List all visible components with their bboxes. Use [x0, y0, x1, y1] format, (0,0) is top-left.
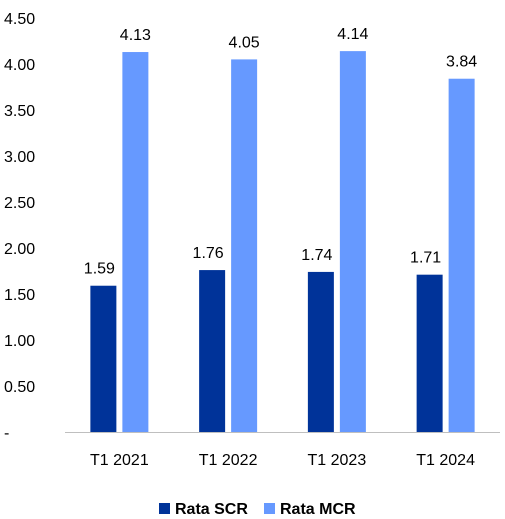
bar-rata-mcr	[122, 52, 149, 432]
x-tick-label: T1 2022	[199, 452, 258, 469]
y-tick-label: 1.50	[4, 287, 35, 304]
data-labels-group: 1.59 4.13 1.76 4.05 1.74 4.14 1.71 3.84	[84, 26, 477, 278]
x-tick-label: T1 2024	[416, 452, 475, 469]
y-tick-label: 3.50	[4, 103, 35, 120]
legend-label: Rata SCR	[175, 501, 248, 518]
data-label: 1.71	[410, 250, 441, 267]
legend: Rata SCR Rata MCR	[159, 501, 356, 518]
legend-swatch	[264, 503, 275, 514]
bar-rata-mcr	[448, 78, 475, 432]
y-tick-label: 4.00	[4, 57, 35, 74]
legend-label: Rata MCR	[280, 501, 356, 518]
x-tick-label: T1 2021	[90, 452, 149, 469]
y-tick-label: 2.50	[4, 195, 35, 212]
data-label: 4.14	[337, 26, 368, 43]
bars-group	[90, 51, 475, 433]
y-axis-tick-labels: - 0.50 1.00 1.50 2.00 2.50 3.00 3.50 4.00 4.50	[4, 11, 35, 442]
x-axis-tick-labels: T1 2021 T1 2022 T1 2023 T1 2024	[90, 452, 475, 469]
y-tick-label: -	[4, 425, 9, 442]
y-tick-label: 4.50	[4, 11, 35, 28]
data-label: 1.59	[84, 261, 115, 278]
data-label: 3.84	[446, 54, 477, 71]
y-tick-label: 2.00	[4, 241, 35, 258]
data-label: 4.13	[120, 27, 151, 44]
bar-rata-mcr	[231, 59, 258, 433]
y-tick-label: 0.50	[4, 379, 35, 396]
y-tick-label: 3.00	[4, 149, 35, 166]
x-tick-label: T1 2023	[308, 452, 367, 469]
data-label: 4.05	[229, 34, 260, 51]
legend-swatch	[159, 503, 170, 514]
y-tick-label: 1.00	[4, 333, 35, 350]
data-label: 1.76	[193, 245, 224, 262]
bar-rata-scr	[416, 274, 443, 432]
bar-rata-mcr	[339, 51, 366, 433]
bar-rata-scr	[90, 285, 117, 432]
data-label: 1.74	[301, 247, 332, 264]
bar-rata-scr	[307, 271, 334, 432]
bar-rata-scr	[199, 270, 226, 432]
